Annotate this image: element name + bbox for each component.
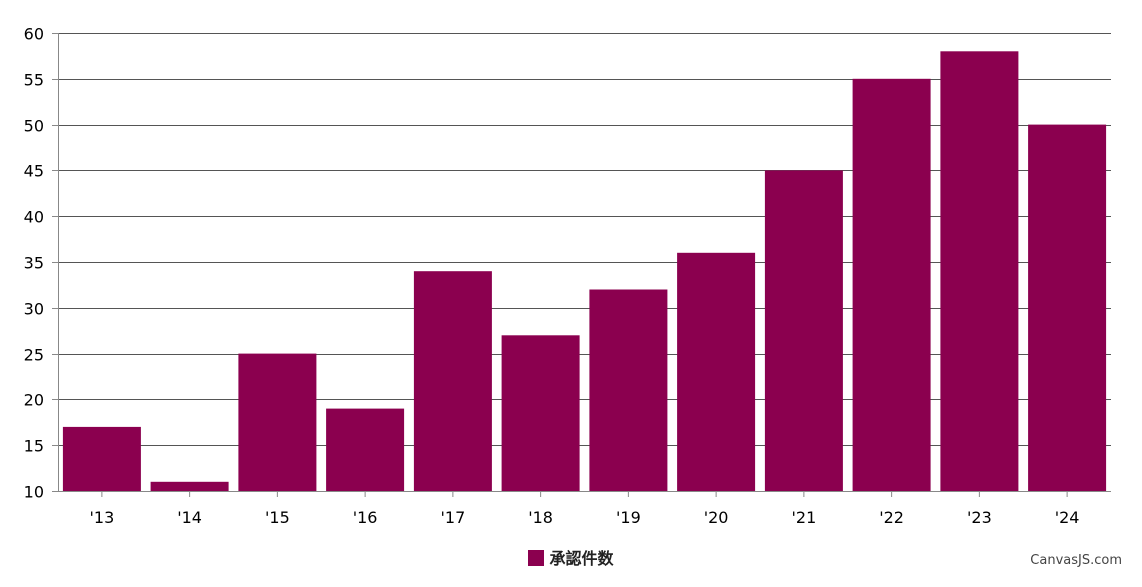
y-tick-label-60: 60 — [24, 25, 44, 44]
bar-2 — [238, 353, 317, 491]
x-tick-label-0: '13 — [90, 508, 115, 527]
legend-swatch — [528, 550, 545, 566]
bar-6 — [589, 289, 668, 491]
y-axis-ticks: 10 15 20 25 30 35 40 45 50 55 60 — [24, 25, 44, 502]
y-tick-label-55: 55 — [24, 71, 44, 90]
x-tick-label-3: '16 — [353, 508, 378, 527]
y-tick-label-50: 50 — [24, 117, 44, 136]
x-tick-label-4: '17 — [441, 508, 466, 527]
y-tick-label-25: 25 — [24, 346, 44, 365]
legend[interactable]: 承認件数 — [0, 545, 1142, 569]
x-tick-label-5: '18 — [528, 508, 553, 527]
y-tick-label-30: 30 — [24, 300, 44, 319]
x-axis-ticks: '13 '14 '15 '16 '17 '18 '19 '20 '21 '22 '23 '24 — [90, 508, 1080, 527]
bar-0 — [62, 426, 141, 491]
bar-11 — [1028, 124, 1107, 491]
bar-7 — [677, 252, 756, 491]
y-tick-label-40: 40 — [24, 208, 44, 227]
x-tick-label-2: '15 — [265, 508, 290, 527]
y-tick-label-45: 45 — [24, 162, 44, 181]
x-tick-label-9: '22 — [879, 508, 904, 527]
bars — [62, 51, 1107, 492]
x-tick-label-11: '24 — [1055, 508, 1080, 527]
bar-8 — [764, 170, 843, 491]
x-tick-label-8: '21 — [792, 508, 817, 527]
bar-1 — [150, 481, 229, 491]
bar-3 — [326, 408, 405, 491]
y-tick-label-35: 35 — [24, 254, 44, 273]
axes — [52, 33, 1111, 497]
y-tick-label-15: 15 — [24, 437, 44, 456]
x-tick-label-1: '14 — [177, 508, 202, 527]
gridlines — [58, 33, 1111, 446]
y-tick-label-10: 10 — [24, 483, 44, 502]
bar-10 — [940, 51, 1019, 492]
legend-label: 承認件数 — [549, 549, 614, 568]
bar-9 — [852, 78, 931, 492]
y-tick-label-20: 20 — [24, 391, 44, 410]
credit-link[interactable]: CanvasJS.com — [1030, 553, 1122, 568]
x-tick-label-6: '19 — [616, 508, 641, 527]
x-tick-label-7: '20 — [704, 508, 729, 527]
x-tick-label-10: '23 — [967, 508, 992, 527]
bar-4 — [413, 271, 492, 491]
bar-5 — [501, 335, 580, 491]
